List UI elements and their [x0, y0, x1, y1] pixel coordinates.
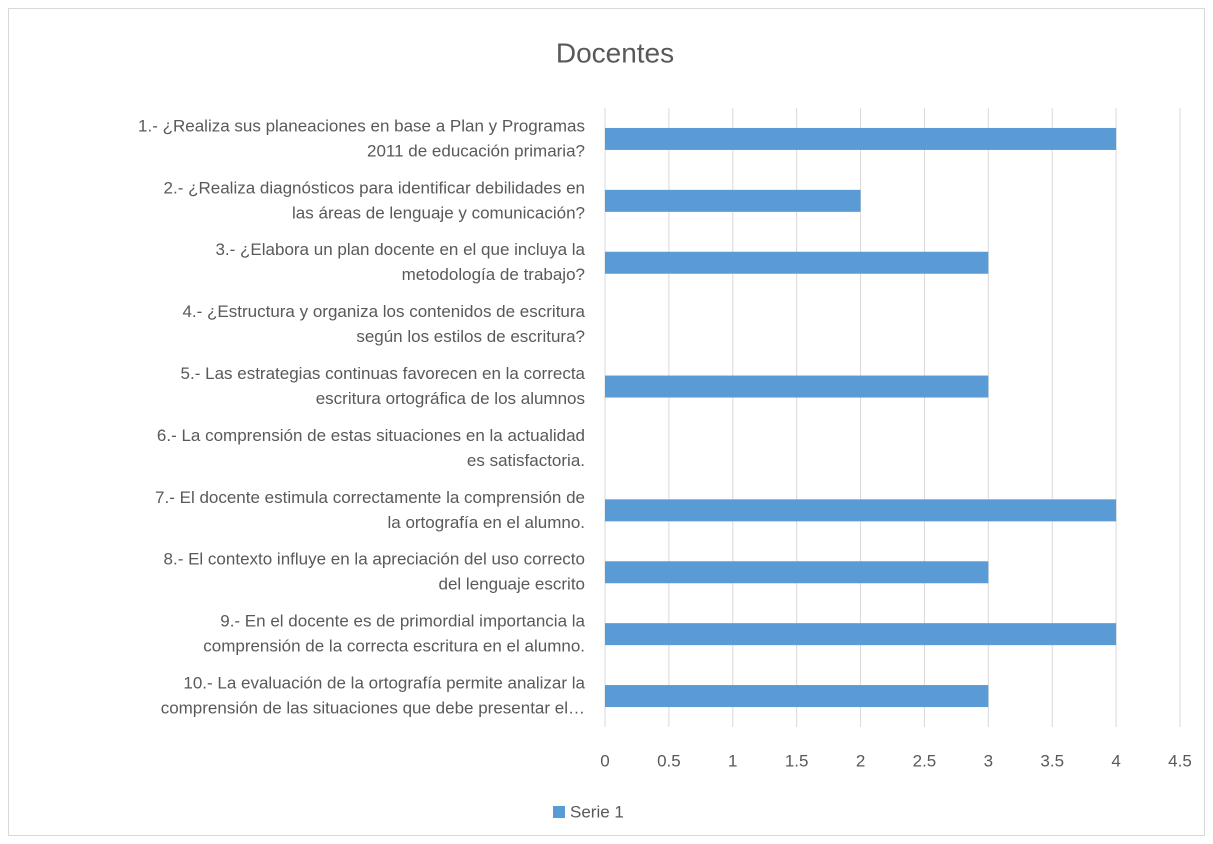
- bar: [605, 499, 1117, 522]
- bar: [605, 561, 989, 584]
- y-tick-label: 8.- El contexto influye en la apreciació…: [164, 550, 585, 569]
- y-tick-label: 2011 de educación primaria?: [367, 141, 585, 160]
- bar: [605, 685, 989, 708]
- y-tick-label: 6.- La comprensión de estas situaciones …: [157, 426, 585, 445]
- x-tick-label: 1.5: [785, 751, 809, 770]
- chart-title: Docentes: [556, 37, 674, 68]
- y-tick-label: comprensión de las situaciones que debe …: [161, 699, 585, 718]
- legend-swatch: [553, 806, 565, 818]
- y-tick-label: las áreas de lenguaje y comunicación?: [292, 203, 585, 222]
- x-tick-label: 0.5: [657, 751, 681, 770]
- y-tick-label: 2.- ¿Realiza diagnósticos para identific…: [164, 178, 585, 197]
- y-tick-label: metodología de trabajo?: [402, 265, 585, 284]
- bar: [605, 375, 989, 398]
- y-tick-label: 3.- ¿Elabora un plan docente en el que i…: [215, 240, 585, 259]
- bar: [605, 623, 1117, 646]
- x-tick-label: 4.5: [1168, 751, 1192, 770]
- y-tick-label: comprensión de la correcta escritura en …: [203, 637, 585, 656]
- x-tick-label: 2: [856, 751, 865, 770]
- y-tick-label: 4.- ¿Estructura y organiza los contenido…: [182, 302, 585, 321]
- x-tick-label: 2.5: [913, 751, 937, 770]
- y-tick-label: escritura ortográfica de los alumnos: [316, 389, 585, 408]
- bar: [605, 189, 861, 212]
- y-tick-label: la ortografía en el alumno.: [387, 513, 585, 532]
- bar: [605, 251, 989, 274]
- y-tick-label: 5.- Las estrategias continuas favorecen …: [181, 364, 586, 383]
- x-tick-label: 3.5: [1040, 751, 1064, 770]
- legend-label: Serie 1: [570, 802, 624, 821]
- x-tick-label: 4: [1111, 751, 1120, 770]
- bar: [605, 127, 1117, 150]
- y-tick-label: 7.- El docente estimula correctamente la…: [155, 488, 585, 507]
- y-tick-label: 1.- ¿Realiza sus planeaciones en base a …: [138, 116, 585, 135]
- y-tick-label: es satisfactoria.: [467, 451, 585, 470]
- y-tick-label: 10.- La evaluación de la ortografía perm…: [183, 674, 585, 693]
- x-tick-label: 0: [600, 751, 609, 770]
- x-tick-label: 1: [728, 751, 737, 770]
- x-tick-label: 3: [984, 751, 993, 770]
- y-tick-label: 9.- En el docente es de primordial impor…: [220, 612, 585, 631]
- y-tick-label: según los estilos de escritura?: [356, 327, 585, 346]
- y-tick-label: del lenguaje escrito: [439, 575, 585, 594]
